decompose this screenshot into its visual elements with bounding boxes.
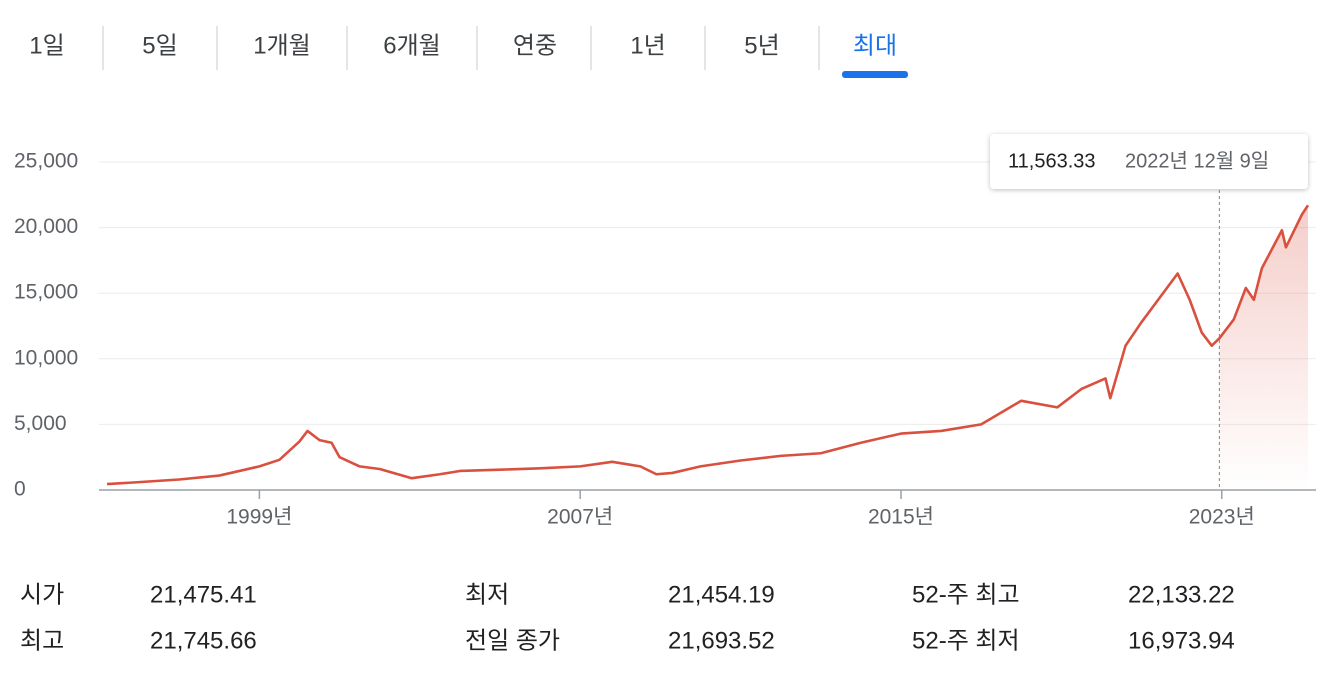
x-tick-label: 2015년 bbox=[868, 506, 934, 529]
stat-value: 16,973.94 bbox=[1128, 627, 1235, 654]
y-tick-label: 5,000 bbox=[14, 412, 67, 435]
stat-value: 22,133.22 bbox=[1128, 581, 1235, 608]
stat-label: 52-주 최고 bbox=[912, 581, 1020, 608]
stat-value: 21,454.19 bbox=[668, 581, 775, 608]
stat-label: 52-주 최저 bbox=[912, 627, 1020, 654]
x-tick-label: 1999년 bbox=[226, 506, 292, 529]
range-tab[interactable]: 1년 bbox=[630, 32, 665, 59]
area-fill bbox=[1219, 205, 1308, 490]
y-tick-label: 25,000 bbox=[14, 150, 78, 173]
x-tick-label: 2007년 bbox=[547, 506, 613, 529]
stat-value: 21,745.66 bbox=[150, 627, 257, 654]
range-tab[interactable]: 연중 bbox=[513, 32, 557, 59]
y-tick-label: 10,000 bbox=[14, 346, 78, 369]
range-tab[interactable]: 1개월 bbox=[253, 32, 311, 59]
tooltip-value: 11,563.33 bbox=[1008, 150, 1096, 172]
y-tick-label: 15,000 bbox=[14, 281, 78, 304]
range-tab[interactable]: 6개월 bbox=[383, 32, 441, 59]
tooltip-box bbox=[990, 134, 1308, 189]
range-tab[interactable]: 최대 bbox=[853, 32, 897, 59]
range-tab[interactable]: 1일 bbox=[29, 32, 64, 59]
y-tick-label: 0 bbox=[14, 478, 26, 501]
x-tick-label: 2023년 bbox=[1189, 506, 1255, 529]
stat-value: 21,693.52 bbox=[668, 627, 775, 654]
range-tab[interactable]: 5일 bbox=[142, 32, 177, 59]
stat-label: 최고 bbox=[20, 627, 64, 654]
active-tab-indicator bbox=[842, 71, 908, 78]
stat-label: 최저 bbox=[465, 581, 509, 608]
range-tab[interactable]: 5년 bbox=[744, 32, 779, 59]
tooltip-date: 2022년 12월 9일 bbox=[1125, 149, 1269, 172]
stat-label: 전일 종가 bbox=[465, 627, 560, 654]
y-tick-label: 20,000 bbox=[14, 215, 78, 238]
stat-value: 21,475.41 bbox=[150, 581, 257, 608]
stat-label: 시가 bbox=[20, 581, 64, 608]
price-line bbox=[106, 204, 1310, 486]
